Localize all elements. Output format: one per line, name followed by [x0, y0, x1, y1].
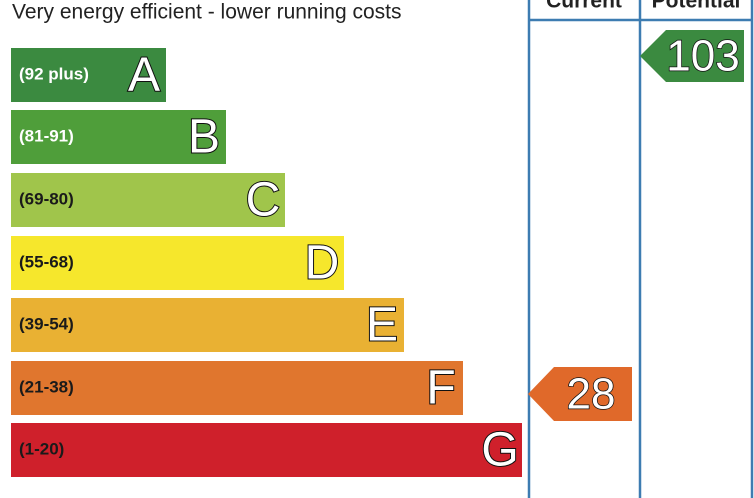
- band-bar: [11, 173, 285, 227]
- band-bar: [11, 361, 463, 415]
- band-letter: E: [366, 299, 398, 352]
- rating-arrow: [640, 30, 744, 82]
- band-range: (55-68): [19, 252, 74, 271]
- band-bar: [11, 48, 166, 102]
- band-bar: [11, 423, 522, 477]
- band-bar: [11, 298, 404, 352]
- band-letter: G: [481, 424, 518, 477]
- band-range: (69-80): [19, 189, 74, 208]
- band-range: (21-38): [19, 377, 74, 396]
- rating-value: 28: [567, 370, 616, 419]
- band-range: (39-54): [19, 314, 74, 333]
- band-bar: [11, 236, 344, 290]
- rating-value: 103: [666, 32, 739, 81]
- header-title: Very energy efficient - lower running co…: [12, 1, 401, 24]
- column-header: Potential: [652, 0, 741, 13]
- rating-arrow: [528, 367, 632, 421]
- band-letter: C: [246, 174, 281, 227]
- column-header: Current: [546, 0, 622, 13]
- band-letter: B: [188, 111, 220, 164]
- band-range: (81-91): [19, 126, 74, 145]
- band-letter: F: [426, 362, 455, 415]
- band-bar: [11, 110, 226, 164]
- band-letter: A: [128, 49, 160, 102]
- band-range: (92 plus): [19, 64, 89, 83]
- band-letter: D: [305, 237, 340, 290]
- band-range: (1-20): [19, 439, 64, 458]
